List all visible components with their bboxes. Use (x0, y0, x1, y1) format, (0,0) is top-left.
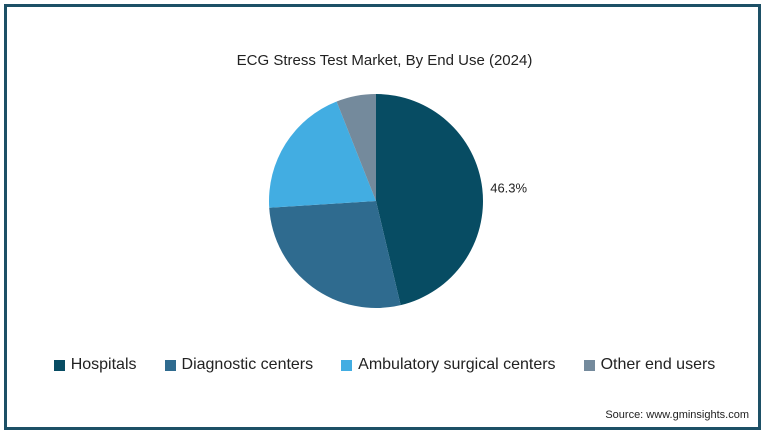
legend-label: Ambulatory surgical centers (358, 356, 556, 373)
chart-legend: Hospitals Diagnostic centers Ambulatory … (0, 356, 769, 374)
legend-label: Diagnostic centers (181, 356, 314, 373)
legend-item-other-end-users: Other end users (583, 356, 716, 374)
pie-slice-ambulatory-surgical-centers (269, 101, 376, 208)
pie-slice-hospitals (376, 94, 484, 306)
legend-swatch (164, 359, 176, 371)
legend-item-diagnostic-centers: Diagnostic centers (164, 356, 314, 374)
legend-item-hospitals: Hospitals (53, 356, 137, 374)
legend-swatch (583, 359, 595, 371)
legend-label: Hospitals (70, 356, 137, 373)
chart-title: ECG Stress Test Market, By End Use (2024… (236, 52, 533, 69)
legend-label: Other end users (600, 356, 716, 373)
data-label: 46.3% (490, 181, 527, 196)
pie-slice-other-end-users (336, 94, 376, 201)
legend-swatch (53, 359, 65, 371)
legend-swatch (341, 359, 353, 371)
legend-item-ambulatory-surgical-centers: Ambulatory surgical centers (341, 356, 556, 374)
source-note: Source: www.gminsights.com (605, 409, 749, 421)
pie-slice-diagnostic-centers (269, 201, 401, 308)
